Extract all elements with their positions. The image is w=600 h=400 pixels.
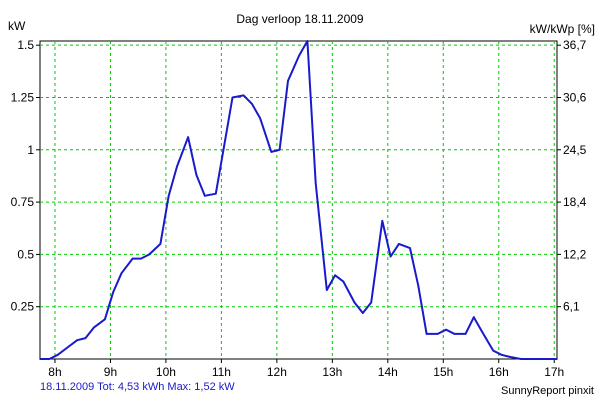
y2-tick-label: 30,6	[563, 90, 587, 104]
data-point	[453, 333, 456, 335]
data-point	[306, 40, 309, 42]
data-point	[187, 136, 189, 139]
y-tick-label: 0.25	[11, 300, 35, 314]
data-point	[381, 220, 384, 222]
data-point	[370, 301, 372, 304]
data-point	[500, 354, 503, 356]
x-tick-label: 9h	[104, 365, 117, 379]
data-point	[464, 333, 467, 335]
y2-tick-label: 36,7	[563, 38, 587, 52]
data-point	[542, 358, 544, 360]
data-point	[353, 301, 356, 304]
y2-tick-label: 18,4	[563, 195, 587, 209]
data-point	[65, 347, 67, 350]
y-tick-label: 1.25	[11, 90, 35, 104]
y2-axis-label: kW/kWp [%]	[530, 22, 595, 36]
x-tick-label: 8h	[48, 365, 61, 379]
data-point	[195, 174, 198, 176]
data-point	[159, 243, 162, 245]
data-point	[104, 318, 106, 321]
data-point	[481, 331, 483, 333]
data-point	[148, 253, 151, 256]
data-point	[342, 280, 345, 283]
data-point	[120, 272, 123, 275]
data-point	[389, 255, 392, 258]
y2-tick-label: 6,1	[563, 300, 580, 314]
data-point	[39, 358, 41, 360]
data-point	[398, 243, 400, 245]
data-point	[223, 144, 225, 147]
y-tick-label: 1.5	[17, 38, 34, 52]
data-point	[93, 326, 95, 329]
data-point	[278, 148, 281, 151]
y-tick-label: 1	[27, 143, 34, 157]
chart-title: Dag verloop 18.11.2009	[236, 12, 364, 26]
data-point	[287, 79, 289, 82]
data-point	[215, 192, 217, 195]
x-tick-label: 11h	[212, 365, 231, 379]
x-tick-label: 17h	[544, 365, 564, 379]
data-point	[140, 257, 142, 260]
data-point	[231, 96, 234, 99]
x-tick-label: 13h	[322, 365, 342, 379]
data-point	[298, 54, 300, 57]
data-point	[325, 289, 328, 291]
data-point	[509, 356, 511, 358]
data-point	[445, 328, 447, 331]
data-point	[492, 349, 495, 352]
data-point	[409, 247, 411, 249]
y-tick-label: 0.75	[11, 195, 35, 209]
y2-tick-label: 24,5	[563, 143, 587, 157]
data-point	[176, 165, 178, 168]
data-point	[270, 151, 273, 153]
data-point	[472, 316, 475, 318]
data-point	[314, 182, 317, 185]
x-tick-label: 14h	[378, 365, 398, 379]
data-point	[251, 102, 253, 105]
data-point	[76, 339, 78, 341]
data-point	[425, 333, 428, 335]
data-point	[112, 291, 115, 293]
data-point	[520, 358, 522, 360]
plot-frame	[39, 40, 558, 360]
data-point	[203, 195, 206, 197]
data-point	[362, 312, 364, 314]
data-point	[167, 195, 170, 197]
data-point	[334, 274, 336, 277]
data-point	[436, 333, 439, 335]
data-point	[131, 257, 134, 260]
data-point	[556, 358, 558, 360]
series-line-0	[40, 40, 557, 360]
y2-tick-label: 12,2	[563, 247, 587, 261]
data-point	[84, 337, 87, 339]
y-axis-label: kW	[8, 19, 26, 33]
data-point	[242, 94, 245, 97]
data-point	[259, 117, 262, 120]
x-tick-label: 12h	[267, 365, 287, 379]
data-point	[48, 358, 51, 360]
x-tick-label: 15h	[433, 365, 453, 379]
data-point	[417, 284, 420, 287]
y-tick-label: 0.5	[17, 247, 34, 261]
daily-summary-text: 18.11.2009 Tot: 4,53 kWh Max: 1,52 kW	[40, 381, 235, 393]
x-tick-label: 16h	[489, 365, 509, 379]
data-point	[531, 358, 533, 360]
x-tick-label: 10h	[156, 365, 176, 379]
data-point	[56, 354, 59, 356]
software-credit-text: SunnyReport pinxit	[501, 385, 594, 397]
